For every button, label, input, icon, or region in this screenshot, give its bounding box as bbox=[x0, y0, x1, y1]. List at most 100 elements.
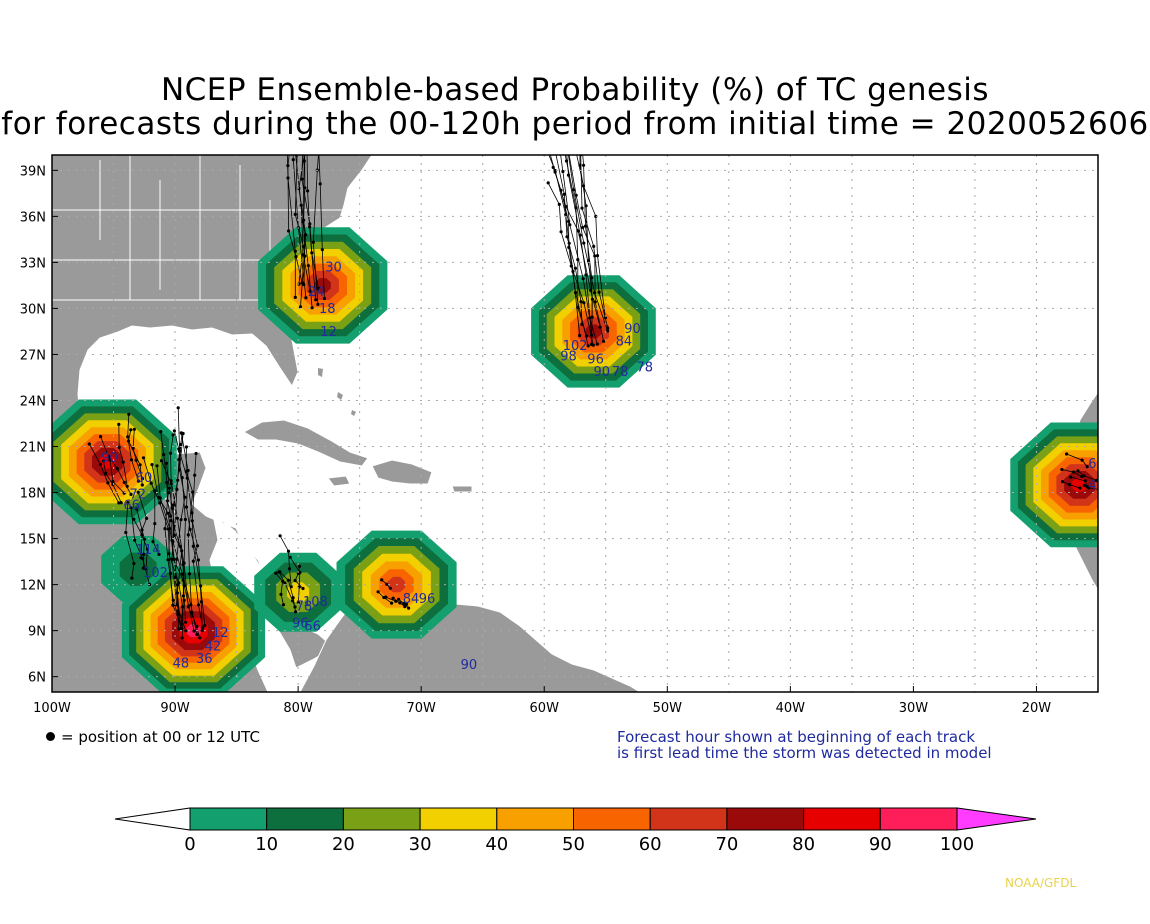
track-position-dot bbox=[300, 101, 303, 104]
storm-track bbox=[568, 155, 608, 332]
track-position-dot bbox=[136, 490, 140, 494]
colorbar-tick-label: 60 bbox=[639, 834, 662, 855]
forecast-hour-label: 78 bbox=[637, 360, 654, 375]
track-position-dot bbox=[546, 181, 550, 185]
track-position-dot bbox=[323, 46, 326, 49]
track-position-dot bbox=[177, 627, 181, 631]
genesis-area-central-atlantic bbox=[531, 275, 656, 388]
track-position-dot bbox=[171, 433, 175, 437]
forecast-hour-label: 30 bbox=[325, 261, 342, 276]
track-position-dot bbox=[1094, 478, 1098, 483]
track-position-dot bbox=[310, 251, 314, 255]
lon-tick-label: 30W bbox=[899, 701, 929, 716]
colorbar-tick-label: 0 bbox=[184, 834, 195, 855]
track-position-dot bbox=[595, 254, 600, 258]
track-position-dot bbox=[291, 158, 295, 162]
track-position-dot bbox=[122, 480, 126, 484]
track-position-dot bbox=[172, 533, 176, 538]
track-position-dot bbox=[171, 603, 175, 607]
track-position-dot bbox=[574, 291, 578, 295]
track-position-dot bbox=[155, 464, 159, 468]
track-position-dot bbox=[104, 471, 108, 475]
track-position-dot bbox=[142, 552, 146, 557]
track-position-dot bbox=[129, 458, 134, 462]
track-position-dot bbox=[584, 273, 588, 277]
storm-track bbox=[564, 155, 587, 337]
track-position-dot bbox=[576, 306, 580, 310]
track-position-dot bbox=[287, 567, 292, 571]
track-position-dot bbox=[304, 296, 308, 300]
track-position-dot bbox=[302, 159, 306, 163]
track-position-dot bbox=[303, 138, 306, 141]
track-position-dot bbox=[376, 590, 380, 594]
track-position-dot bbox=[1065, 452, 1069, 456]
track-position-dot bbox=[175, 557, 179, 562]
storm-track bbox=[125, 502, 135, 579]
track-position-dot bbox=[141, 557, 145, 561]
track-position-dot bbox=[606, 326, 610, 330]
track-position-dot bbox=[308, 222, 312, 226]
storm-track bbox=[127, 414, 139, 482]
track-position-dot bbox=[594, 214, 598, 218]
track-position-dot bbox=[394, 599, 398, 603]
track-position-dot bbox=[190, 519, 194, 523]
track-position-dot bbox=[179, 442, 183, 447]
track-position-dot bbox=[169, 479, 173, 483]
track-position-dot bbox=[184, 445, 188, 449]
track-position-dot bbox=[167, 486, 171, 490]
track-position-dot bbox=[581, 225, 585, 230]
track-position-dot bbox=[565, 235, 569, 239]
track-position-dot bbox=[171, 540, 175, 544]
track-position-dot bbox=[572, 43, 575, 46]
credit-label: NOAA/GFDL bbox=[1005, 876, 1077, 890]
track-position-dot bbox=[559, 230, 563, 234]
track-position-dot bbox=[593, 291, 597, 295]
track-position-dot bbox=[590, 297, 595, 301]
track-position-dot bbox=[180, 636, 184, 640]
track-dot-icon bbox=[46, 732, 55, 741]
track-position-dot bbox=[274, 571, 278, 575]
track-position-dot bbox=[190, 610, 194, 615]
track-position-dot bbox=[186, 533, 190, 537]
track-position-dot bbox=[106, 481, 110, 485]
track-position-dot bbox=[117, 422, 121, 426]
track-position-dot bbox=[573, 266, 578, 270]
track-position-dot bbox=[585, 334, 589, 338]
forecast-hour-label: 90 bbox=[594, 365, 611, 380]
track-position-dot bbox=[293, 212, 297, 216]
colorbar-swatch bbox=[803, 807, 881, 831]
track-position-dot bbox=[171, 598, 175, 602]
track-position-dot bbox=[1083, 479, 1087, 483]
forecast-hour-label: 18 bbox=[319, 302, 336, 317]
track-position-dot bbox=[117, 501, 121, 505]
track-position-dot bbox=[133, 538, 137, 542]
track-position-dot bbox=[140, 483, 144, 487]
track-position-dot bbox=[1082, 474, 1086, 478]
lat-tick-label: 12N bbox=[20, 579, 46, 594]
storm-track bbox=[137, 492, 148, 558]
track-position-dot bbox=[135, 507, 139, 511]
track-position-dot bbox=[157, 552, 161, 557]
lon-tick-label: 20W bbox=[1022, 701, 1052, 716]
track-position-dot bbox=[311, 240, 315, 244]
track-position-dot bbox=[288, 555, 292, 559]
land-jamaica bbox=[327, 475, 351, 487]
track-position-dot bbox=[138, 463, 142, 467]
colorbar-swatch bbox=[419, 807, 498, 831]
track-position-dot bbox=[183, 517, 187, 522]
track-position-dot bbox=[183, 495, 187, 499]
colorbar-swatch bbox=[496, 807, 574, 831]
land-hispaniola bbox=[371, 459, 433, 485]
track-position-dot bbox=[570, 132, 573, 135]
track-position-dot bbox=[164, 461, 169, 465]
track-position-dot bbox=[184, 629, 188, 633]
probability-band bbox=[99, 454, 116, 469]
forecast-hour-label: 66 bbox=[123, 498, 140, 513]
track-position-dot bbox=[300, 177, 304, 181]
track-position-dot bbox=[581, 277, 585, 281]
track-position-dot bbox=[316, 286, 320, 290]
track-position-dot bbox=[593, 300, 597, 304]
track-position-dot bbox=[584, 204, 588, 208]
track-position-dot bbox=[294, 255, 298, 259]
colorbar-tick-label: 40 bbox=[485, 834, 508, 855]
